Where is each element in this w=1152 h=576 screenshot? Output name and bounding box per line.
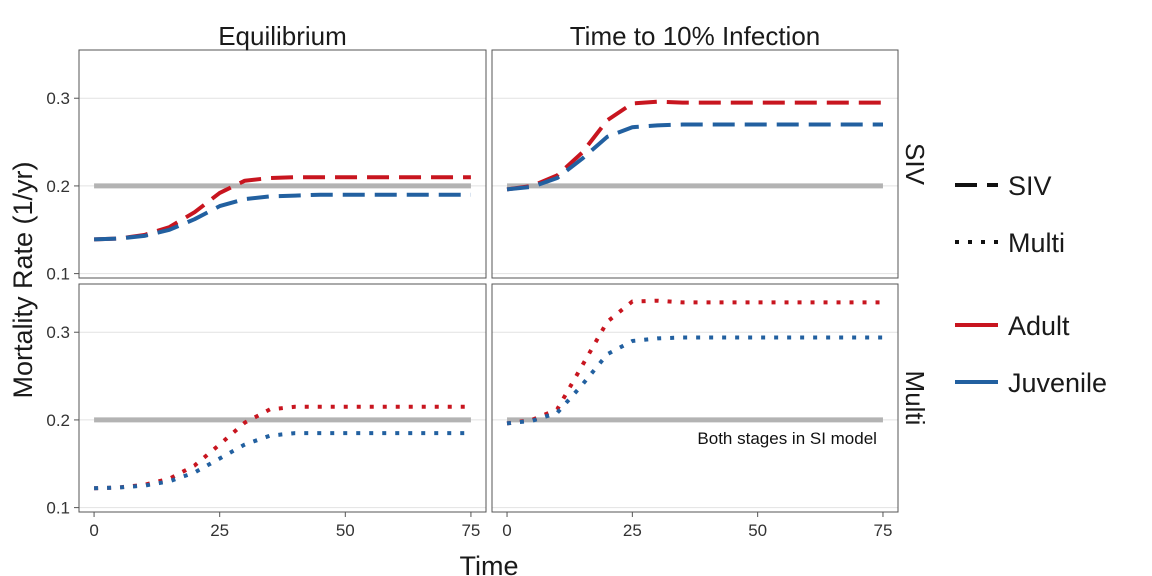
- legend-label: Adult: [1008, 311, 1070, 341]
- series-line-adult: [506, 298, 883, 426]
- legend: SIV Multi Adult Juvenile: [955, 171, 1107, 398]
- panel-multi-equilibrium: [78, 283, 487, 513]
- y-tick-label: 0.2: [46, 411, 70, 430]
- legend-label: Juvenile: [1008, 368, 1107, 398]
- x-tick-label: 50: [336, 521, 355, 540]
- panel-border: [78, 283, 487, 513]
- series-line-adult: [94, 175, 471, 242]
- y-tick-label: 0.3: [46, 89, 70, 108]
- x-tick-label: 25: [210, 521, 229, 540]
- panel-siv-time-to-10-infection: [491, 49, 899, 279]
- y-axis-title: Mortality Rate (1/yr): [8, 161, 38, 398]
- facet-title-time-to-10-infection: Time to 10% Infection: [570, 21, 821, 51]
- legend-label: Multi: [1008, 228, 1065, 258]
- facet-labels: Equilibrium Time to 10% Infection SIV Multi…: [46, 21, 930, 540]
- legend-item-multi: Multi: [955, 228, 1065, 258]
- y-tick-label: 0.1: [46, 265, 70, 284]
- x-tick-label: 25: [623, 521, 642, 540]
- x-tick-label: 75: [461, 521, 480, 540]
- x-tick-label: 0: [502, 521, 511, 540]
- panel-border: [78, 49, 487, 279]
- series-line-adult: [94, 404, 471, 491]
- legend-item-siv: SIV: [955, 171, 1052, 201]
- x-tick-label: 0: [89, 521, 98, 540]
- panel-siv-equilibrium: [78, 49, 487, 279]
- annotation-text: Both stages in SI model: [697, 429, 877, 448]
- legend-item-juvenile: Juvenile: [955, 368, 1107, 398]
- series-line-juvenile: [506, 335, 883, 426]
- series-line-juvenile: [506, 122, 883, 192]
- y-tick-label: 0.2: [46, 177, 70, 196]
- legend-label: SIV: [1008, 171, 1052, 201]
- facet-row-label-siv: SIV: [900, 143, 930, 186]
- series-line-juvenile: [94, 431, 471, 491]
- panel-border: [491, 49, 899, 279]
- panel-multi-time-to-10-infection: [491, 283, 899, 513]
- x-axis-title: Time: [460, 551, 519, 576]
- facet-panels: [78, 49, 899, 513]
- series-line-juvenile: [94, 192, 471, 242]
- panel-border: [491, 283, 899, 513]
- y-tick-label: 0.3: [46, 323, 70, 342]
- x-tick-label: 50: [748, 521, 767, 540]
- x-tick-label: 75: [874, 521, 893, 540]
- legend-item-adult: Adult: [955, 311, 1070, 341]
- facet-row-label-multi: Multi: [900, 371, 930, 426]
- facet-title-equilibrium: Equilibrium: [218, 21, 347, 51]
- y-tick-label: 0.1: [46, 499, 70, 518]
- series-line-adult: [506, 99, 883, 192]
